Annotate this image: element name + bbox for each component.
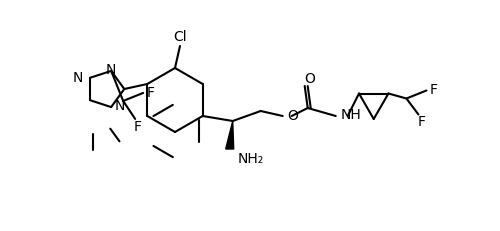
Text: Cl: Cl bbox=[173, 30, 187, 44]
Text: N: N bbox=[106, 63, 117, 77]
Text: F: F bbox=[430, 83, 438, 97]
Text: N: N bbox=[114, 99, 124, 113]
Text: NH₂: NH₂ bbox=[238, 152, 264, 166]
Text: O: O bbox=[304, 72, 315, 86]
Text: N: N bbox=[72, 71, 83, 85]
Text: F: F bbox=[418, 115, 426, 128]
Text: O: O bbox=[288, 109, 298, 123]
Polygon shape bbox=[226, 121, 234, 149]
Text: F: F bbox=[133, 120, 141, 134]
Text: NH: NH bbox=[340, 108, 361, 122]
Text: F: F bbox=[146, 86, 154, 100]
